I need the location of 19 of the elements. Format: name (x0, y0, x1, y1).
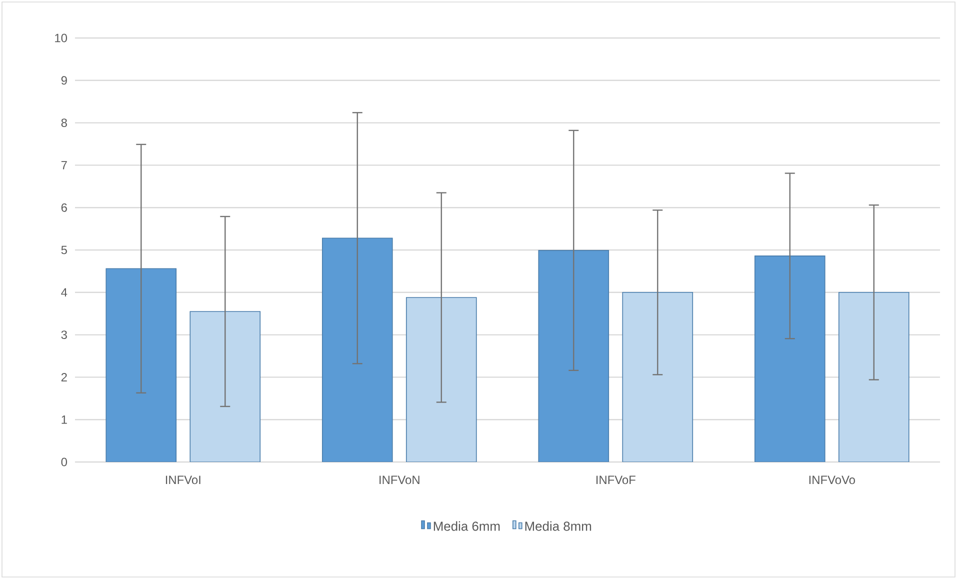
y-tick-label: 9 (61, 76, 67, 85)
x-tick-label: INFVoF (596, 476, 636, 484)
y-tick-label: 6 (61, 203, 67, 212)
y-tick-label: 5 (61, 246, 67, 254)
y-tick-label: 2 (61, 373, 67, 382)
y-tick-label: 3 (61, 330, 67, 340)
y-tick-label: 10 (55, 34, 68, 42)
x-tick-label: INFVoVo (809, 476, 855, 484)
y-tick-label: 7 (61, 161, 67, 170)
legend-label: Media 8mm (525, 521, 592, 531)
legend-label: Media 6mm (434, 521, 500, 531)
y-tick-label: 8 (61, 118, 67, 128)
x-tick-label: INFVoN (380, 476, 420, 484)
y-tick-label: 1 (62, 415, 67, 424)
bar (754, 256, 826, 462)
y-tick-label: 0 (61, 458, 68, 466)
x-tick-label: INFVoI (166, 476, 200, 484)
y-tick-label: 4 (61, 288, 68, 297)
bar (622, 292, 694, 462)
